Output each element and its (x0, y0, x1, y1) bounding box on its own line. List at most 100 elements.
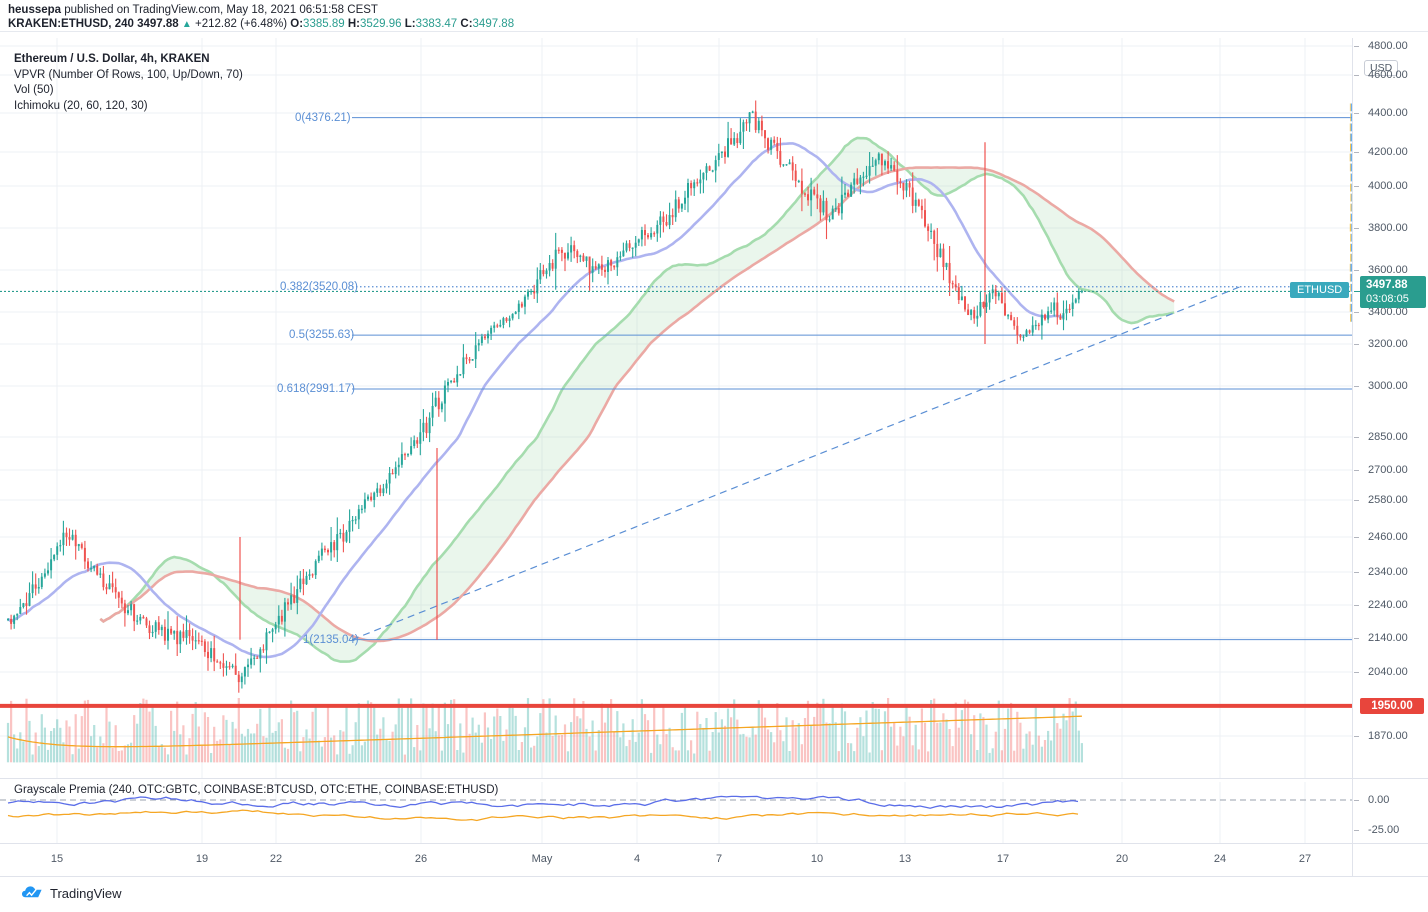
time-axis[interactable]: 15 19 22 26 May 4 7 10 13 17 20 24 27 (0, 844, 1352, 876)
time-axis-label: 24 (1213, 853, 1227, 865)
main-chart-pane[interactable] (0, 38, 1352, 778)
price-axis-tick (1354, 605, 1359, 606)
price-axis-tick (1354, 572, 1359, 573)
price-axis-tick (1354, 344, 1359, 345)
price-axis-tick (1354, 437, 1359, 438)
price-axis-label: 3200.00 (1368, 338, 1408, 350)
price-axis-label: 2140.00 (1368, 632, 1408, 644)
price-axis-tick (1354, 270, 1359, 271)
price-axis-tick (1354, 638, 1359, 639)
chart-header: heussepa published on TradingView.com, M… (0, 0, 1428, 32)
time-axis-label: 7 (715, 853, 723, 865)
chart-footer: TradingView (0, 876, 1428, 912)
time-axis-label: 15 (50, 853, 64, 865)
publisher-name: heussepa (8, 4, 62, 16)
price-axis-divider (1352, 38, 1353, 876)
current-price-tick (1354, 291, 1360, 293)
high-key: H: (347, 18, 360, 30)
price-axis-tick (1354, 312, 1359, 313)
time-axis-label: 17 (996, 853, 1010, 865)
ichimoku-span-b-line (99, 166, 1175, 643)
trend-line-dashed (351, 286, 1241, 641)
close-key: C: (460, 18, 473, 30)
price-axis-label: 3800.00 (1368, 222, 1408, 234)
tradingview-logo[interactable]: TradingView (22, 885, 122, 901)
price-axis-tick (1354, 152, 1359, 153)
current-price-badge[interactable]: 3497.88 03:08:05 (1360, 276, 1426, 309)
time-axis-label: 4 (633, 853, 641, 865)
currency-unit-badge: USD (1364, 60, 1399, 76)
fibonacci-retracement-lines (352, 117, 1352, 641)
red-level-price-badge[interactable]: 1950.00 (1360, 697, 1424, 714)
time-axis-label: 13 (898, 853, 912, 865)
time-axis-label: 19 (195, 853, 209, 865)
subpane-axis-tick (1354, 830, 1359, 831)
price-axis-tick (1354, 537, 1359, 538)
open-key: O: (290, 18, 304, 30)
price-axis-label: 2460.00 (1368, 531, 1408, 543)
price-axis-label: 1870.00 (1368, 730, 1408, 742)
price-axis-tick (1354, 228, 1359, 229)
subpane-axis-tick (1354, 800, 1359, 801)
price-axis[interactable]: USD 4800.00 4600.00 4400.00 4200.00 4000.00 3… (1352, 38, 1428, 778)
price-axis-label: 4600.00 (1368, 69, 1408, 81)
high-value: 3529.96 (359, 18, 402, 30)
publish-info: published on TradingView.com, May 18, 20… (64, 4, 378, 16)
low-key: L: (404, 18, 416, 30)
change-up-arrow-icon: ▲ (181, 19, 192, 30)
price-axis-label: 2340.00 (1368, 566, 1408, 578)
price-axis-tick (1354, 736, 1359, 737)
fib-level-label: 0.5(3255.63) (289, 329, 355, 342)
grayscale-premia-pane[interactable] (0, 782, 1352, 844)
tradingview-logo-text: TradingView (50, 885, 122, 901)
price-axis-tick (1354, 186, 1359, 187)
volume-histogram (6, 698, 1083, 763)
price-axis-label: 2850.00 (1368, 431, 1408, 443)
close-value: 3497.88 (472, 18, 515, 30)
time-axis-label: 22 (269, 853, 283, 865)
subpane-value-axis: 0.00 -25.00 (1352, 782, 1428, 844)
tradingview-logo-icon (22, 886, 42, 898)
price-axis-label: 4200.00 (1368, 146, 1408, 158)
current-price-value: 3497.88 (1366, 279, 1408, 292)
time-axis-label: 10 (810, 853, 824, 865)
open-value: 3385.89 (303, 18, 345, 30)
time-axis-label: 26 (414, 853, 428, 865)
price-axis-label: 2580.00 (1368, 494, 1408, 506)
price-axis-label: 3600.00 (1368, 264, 1408, 276)
price-axis-label: 3400.00 (1368, 306, 1408, 318)
time-axis-label: 27 (1298, 853, 1312, 865)
price-axis-tick (1354, 470, 1359, 471)
low-value: 3383.47 (415, 18, 458, 30)
price-axis-label: 2240.00 (1368, 599, 1408, 611)
fib-level-label: 0.618(2991.17) (277, 383, 356, 395)
price-axis-tick (1354, 46, 1359, 47)
ichimoku-kijun-line (7, 142, 1064, 659)
pane-divider-bottom (0, 843, 1428, 844)
symbol-price-tag: ETHUSD (1290, 282, 1350, 299)
fib-level-label: 1(2135.04) (303, 633, 359, 646)
time-axis-label: May (531, 853, 553, 865)
price-axis-tick (1354, 75, 1359, 76)
volume-profile-vpvr (1349, 103, 1352, 322)
candlestick-series (7, 100, 1083, 693)
symbol-quote-line: KRAKEN:ETHUSD, 240 3497.88 ▲ +212.82 (+6… (8, 17, 1428, 32)
gbtc-premium-line (7, 795, 1079, 809)
fib-level-label: 0.382(3520.08) (280, 280, 359, 293)
price-axis-tick (1354, 500, 1359, 501)
symbol-label[interactable]: KRAKEN:ETHUSD, 240 (8, 18, 134, 30)
price-change: +212.82 (+6.48%) (194, 18, 288, 30)
pane-divider-top (0, 778, 1428, 779)
price-axis-label: 4000.00 (1368, 180, 1408, 192)
time-axis-label: 20 (1115, 853, 1129, 865)
subpane-legend[interactable]: Grayscale Premia (240, OTC:GBTC, COINBAS… (14, 784, 499, 796)
header-divider (0, 31, 1428, 32)
ethe-premium-line (7, 809, 1079, 822)
price-axis-tick (1354, 672, 1359, 673)
chart-gridlines (0, 38, 1352, 778)
volume-moving-average-line (7, 715, 1082, 748)
publish-line: heussepa published on TradingView.com, M… (8, 3, 1428, 17)
price-axis-label: 2700.00 (1368, 464, 1408, 476)
subpane-axis-label: -25.00 (1368, 824, 1400, 836)
